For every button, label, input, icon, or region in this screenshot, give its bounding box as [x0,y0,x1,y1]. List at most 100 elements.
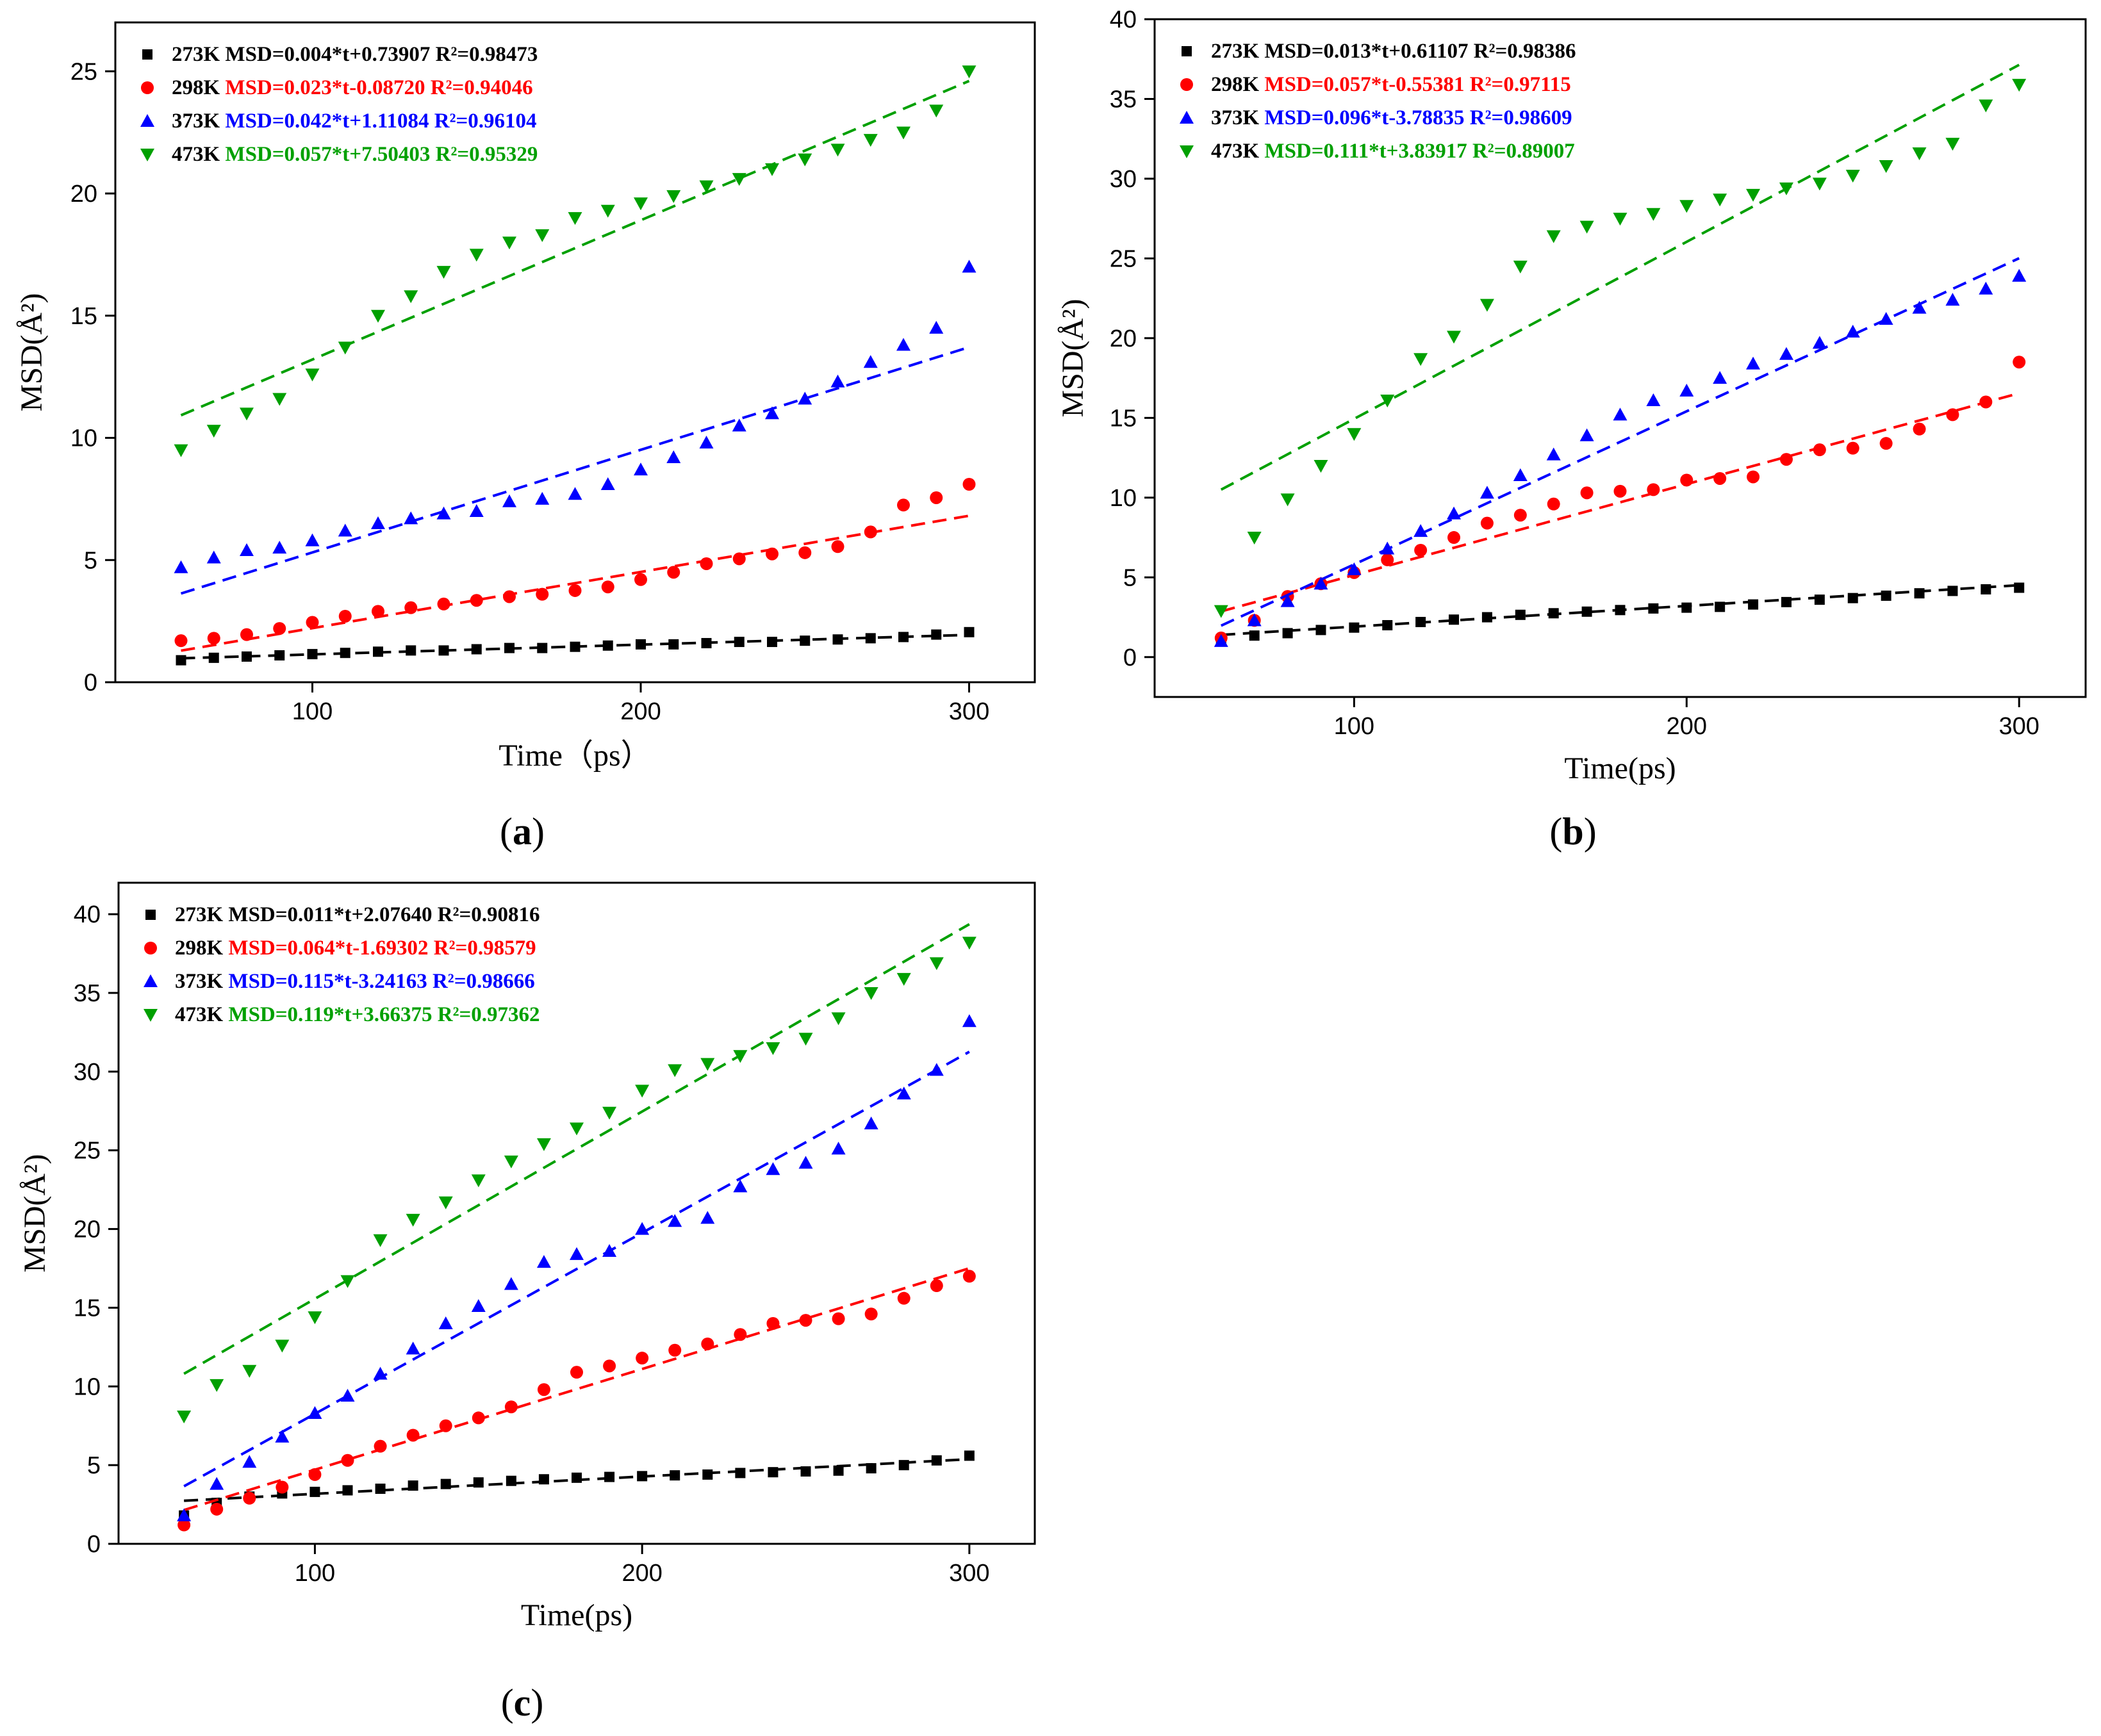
data-point-298K [174,634,188,648]
data-point-273K [1415,616,1426,627]
legend-marker-473K [140,149,154,161]
data-point-298K [962,1270,976,1283]
data-point-473K [1247,532,1262,545]
data-point-373K [1447,506,1462,520]
data-point-273K [701,637,712,648]
data-point-473K [210,1379,224,1392]
data-point-273K [2014,582,2025,593]
legend-r2: R²=0.89007 [1472,140,1575,163]
data-point-273K [309,1486,320,1497]
data-point-373K [1314,577,1328,590]
data-point-473K [666,190,681,203]
data-point-473K [600,204,615,218]
data-point-473K [1380,394,1395,407]
data-point-373K [502,494,516,507]
data-point-473K [798,153,812,167]
data-point-473K [275,1339,290,1353]
legend-space [223,903,228,926]
data-point-473K [240,407,254,421]
data-point-298K [243,1491,256,1505]
data-point-273K [1515,609,1526,620]
data-point-373K [373,1366,388,1380]
legend-space [223,970,228,993]
data-point-473K [733,1050,748,1063]
data-point-298K [503,590,516,603]
data-point-273K [1715,602,1726,612]
panel-label-paren: ( [1549,810,1562,853]
legend-equation: MSD=0.057*t-0.55381 [1264,73,1464,96]
data-point-473K [570,1122,584,1136]
x-axis-title: Time（ps） [498,739,651,773]
data-point-273K [176,655,186,666]
data-point-373K [962,259,976,273]
data-point-473K [896,126,910,140]
data-point-298K [1513,509,1527,522]
data-point-473K [1413,353,1428,366]
legend-equation: MSD=0.011*t+2.07640 [228,903,432,926]
data-point-298K [207,632,220,645]
data-point-273K [1349,622,1360,633]
data-point-373K [1845,324,1860,338]
data-point-373K [830,374,845,388]
data-point-298K [766,1317,780,1330]
data-point-298K [603,1359,616,1373]
legend-equation: MSD=0.004*t+0.73907 [225,43,430,66]
data-point-373K [1579,428,1594,441]
legend-space [1469,40,1474,63]
data-point-373K [929,320,944,334]
legend-r2: R²=0.98579 [434,937,536,960]
legend-space [223,937,228,960]
data-point-298K [734,1328,747,1341]
legend-space [429,110,434,133]
data-point-473K [863,134,878,147]
data-point-473K [1746,188,1761,202]
data-point-273K [340,648,350,659]
data-point-473K [962,65,976,79]
legend-marker-373K [140,114,154,127]
legend-marker-298K [141,81,154,94]
data-point-473K [1979,99,1993,113]
data-point-373K [798,1156,813,1169]
data-point-298K [404,601,418,614]
x-axis-title: Time(ps) [1564,751,1676,785]
x-tick-label: 300 [949,1560,989,1587]
legend-entry-373K: 373K MSD=0.115*t-3.24163 R²=0.98666 [175,970,535,993]
data-point-473K [1447,331,1462,344]
data-point-373K [1479,486,1494,499]
legend-space [1465,73,1470,96]
data-point-473K [206,425,221,438]
data-point-373K [831,1142,846,1155]
data-point-373K [1546,447,1561,461]
data-point-298K [668,1343,682,1357]
data-point-298K [372,605,384,618]
data-point-298K [472,1411,485,1425]
data-point-373K [1879,312,1893,325]
x-tick-label: 300 [1999,713,2039,740]
data-point-273K [670,1470,680,1481]
legend-r2: R²=0.97362 [438,1003,540,1026]
legend-space [427,970,433,993]
data-point-298K [276,1480,289,1494]
panel-label-paren: ) [531,1682,543,1724]
data-point-298K [799,1314,812,1327]
data-point-298K [338,610,352,623]
panel-label-letter: b [1562,810,1583,853]
data-point-273K [438,645,449,656]
fit-line-473K [180,79,970,417]
data-point-473K [1513,260,1528,274]
data-point-273K [800,635,811,646]
legend-entry-473K: 473K MSD=0.119*t+3.66375 R²=0.97362 [175,1003,540,1026]
data-point-273K [1681,602,1692,613]
legend-space [1467,140,1472,163]
y-tick-label: 30 [74,1059,101,1086]
legend-space [220,143,225,166]
data-point-473K [864,987,878,1000]
legend-r2: R²=0.98386 [1474,40,1576,63]
legend-equation: MSD=0.042*t+1.11084 [225,110,429,133]
data-point-373K [1945,293,1960,306]
data-point-298K [406,1429,420,1442]
data-point-298K [177,1518,191,1532]
legend-name: 373K [172,110,220,133]
data-point-298K [962,478,976,491]
